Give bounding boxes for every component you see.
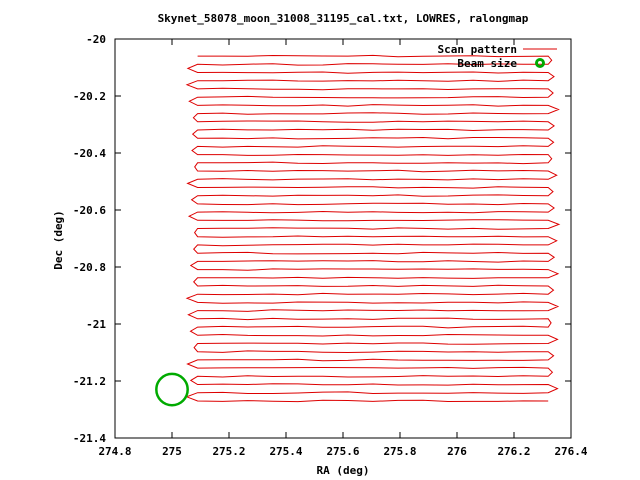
x-tick-label: 275.2 [212, 445, 245, 458]
y-tick-label: -20.2 [73, 90, 106, 103]
legend-scan-label: Scan pattern [438, 43, 517, 56]
x-tick-label: 275.6 [326, 445, 359, 458]
y-tick-label: -20.6 [73, 204, 106, 217]
legend-beam-label: Beam size [457, 57, 517, 70]
y-tick-label: -21.2 [73, 375, 106, 388]
x-axis-label: RA (deg) [317, 464, 370, 477]
x-tick-label: 276.2 [497, 445, 530, 458]
y-axis-label: Dec (deg) [52, 210, 65, 270]
x-tick-label: 275.8 [383, 445, 416, 458]
legend-beam-swatch [535, 58, 545, 68]
scan-path [185, 54, 561, 403]
x-tick-label: 275 [162, 445, 182, 458]
legend: Scan pattern Beam size [438, 43, 557, 70]
beam-size-series [155, 372, 189, 407]
y-tick-label: -20.8 [73, 261, 106, 274]
x-tick-label: 276.4 [554, 445, 587, 458]
x-axis: 274.8 275 275.2 275.4 275.6 275.8 276 276.2 276.… [98, 39, 588, 458]
y-tick-label: -21 [86, 318, 106, 331]
chart-title: Skynet_58078_moon_31008_31195_cal.txt, L… [158, 12, 529, 25]
x-tick-label: 275.4 [269, 445, 302, 458]
x-tick-label: 276 [447, 445, 467, 458]
y-tick-label: -20 [86, 33, 106, 46]
beam-circle [155, 372, 189, 407]
y-tick-label: -20.4 [73, 147, 106, 160]
scan-pattern-series [185, 54, 561, 403]
y-tick-label: -21.4 [73, 432, 106, 445]
x-tick-label: 274.8 [98, 445, 131, 458]
y-axis: -20 -20.2 -20.4 -20.6 -20.8 -21 -21.2 -21.4 [73, 33, 571, 445]
